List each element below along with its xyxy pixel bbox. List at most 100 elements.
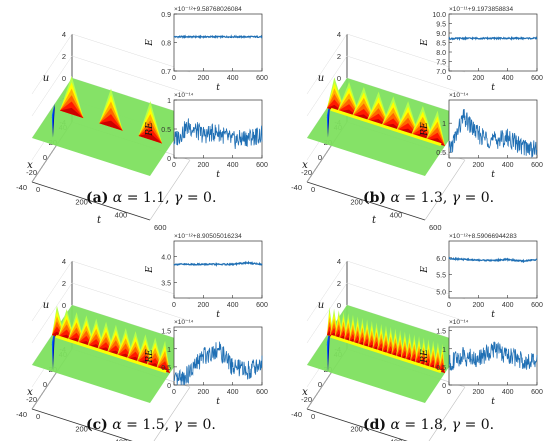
- surface-peak: [438, 367, 445, 373]
- energy-plot-b-xtick-label: 200: [472, 75, 484, 82]
- surface-z-tick: 4: [337, 30, 341, 39]
- re-plot-a: 1 0.5 00 200 400 600 t RE ×10⁻¹⁴: [145, 92, 268, 180]
- re-plot-c-ytick-label: 1: [167, 347, 171, 354]
- energy-plot-b-ytick-label: 7.0: [436, 69, 446, 76]
- surface-t-tick: 400: [390, 437, 403, 441]
- energy-plot-c-xtick-label: 600: [256, 302, 268, 309]
- surface-z-tick: 0: [337, 74, 341, 83]
- caption-b-eq2: = 0.: [460, 190, 495, 206]
- energy-plot-b-ytick-label: 9.0: [436, 31, 446, 38]
- surface-t-tick: 0: [36, 412, 40, 421]
- re-plot-d-xlabel: t: [491, 397, 495, 407]
- surface-t-tick: 0: [311, 412, 315, 421]
- energy-plot-d-ylabel: E: [420, 266, 430, 274]
- energy-plot-b-ytick-label: 10.0: [432, 12, 446, 19]
- caption-a-tag: (a): [86, 190, 109, 206]
- energy-plot-d-xtick-label: 400: [502, 302, 514, 309]
- surface-x-tick: -40: [291, 183, 302, 192]
- energy-plot-d-xtick-label: 0: [447, 302, 451, 309]
- surface-gridline: [346, 33, 466, 73]
- energy-plot-a-ytick-label: 0.8: [161, 41, 171, 48]
- re-plot-d-series: [448, 341, 538, 371]
- re-plot-c-xtick-label: 400: [227, 389, 239, 396]
- surface-gridline: [71, 33, 191, 73]
- energy-plot-b-frame: [448, 13, 538, 72]
- energy-plot-b-ytick-label: 8.5: [436, 41, 446, 48]
- surface-z-label: u: [318, 73, 324, 84]
- re-plot-a-exponent: ×10⁻¹⁴: [174, 92, 194, 99]
- re-plot-a-xtick-label: 600: [256, 162, 268, 169]
- energy-plot-b-xlabel: t: [491, 83, 495, 93]
- surface-gridline: [31, 260, 73, 322]
- energy-plot-c-xlabel: t: [216, 310, 220, 320]
- surface-z-tick: 4: [62, 257, 66, 266]
- re-plot-d-ytick-label: 0: [442, 383, 446, 390]
- surface-box-line: [428, 386, 466, 441]
- re-plot-d-xtick-label: 200: [472, 389, 484, 396]
- energy-plot-a-ytick-label: 0.7: [161, 69, 171, 76]
- surface-x-tick: 0: [43, 380, 47, 389]
- re-plot-b-xtick-label: 400: [502, 162, 514, 169]
- re-plot-a-ytick-label: 0: [167, 156, 171, 163]
- re-plot-a-xtick-label: 0: [172, 162, 176, 169]
- surface-gridline: [71, 260, 191, 300]
- re-plot-a-ytick-label: 0.5: [161, 127, 171, 134]
- caption-c-alpha: α: [112, 417, 122, 433]
- caption-b-alpha: α: [390, 190, 400, 206]
- panel-b: 420-2-440200-20-400200400600uxt10.09.59.…: [291, 6, 543, 232]
- energy-plot-d-frame: [448, 240, 538, 299]
- caption-d-tag: (d): [363, 417, 387, 433]
- energy-plot-b-series: [448, 35, 538, 41]
- surface-ridge: [330, 107, 442, 147]
- caption-d-alpha: α: [390, 417, 400, 433]
- energy-plot-c-ytick-label: 4.0: [161, 255, 171, 262]
- surface-trough-highlight: [326, 105, 329, 133]
- energy-plot-b-ylabel: E: [420, 39, 430, 47]
- energy-plot-c-frame: [173, 240, 263, 299]
- surface-box-line: [424, 159, 466, 221]
- surface-gridline: [306, 282, 348, 344]
- energy-plot-b-ytick-label: 8.0: [436, 50, 446, 57]
- surface-ridge: [330, 334, 442, 374]
- energy-plot-b-ytick-label: 9.5: [436, 22, 446, 29]
- re-plot-a-xtick-label: 200: [197, 162, 209, 169]
- caption-b-gamma: γ: [451, 190, 461, 206]
- energy-plot-b-ytick-label: 7.5: [436, 60, 446, 67]
- re-plot-c-xtick-label: 0: [172, 389, 176, 396]
- surface-peak: [138, 133, 163, 144]
- surface-gridline: [71, 55, 191, 95]
- energy-plot-a-series: [173, 34, 263, 40]
- surface-x-tick: -20: [26, 168, 37, 177]
- energy-plot-b-exponent: ×10⁻¹¹+9.1973858834: [449, 6, 514, 13]
- surface-t-tick: 600: [154, 223, 167, 232]
- re-plot-b-xtick-label: 600: [531, 162, 543, 169]
- surface-peak: [99, 120, 123, 131]
- re-plot-a-xlabel: t: [216, 170, 220, 180]
- energy-plot-d-ytick-label: 5.0: [436, 289, 446, 296]
- surface-x-tick: -20: [26, 395, 37, 404]
- re-plot-a-xtick-label: 400: [227, 162, 239, 169]
- surface-z-tick: 2: [337, 279, 341, 288]
- surface-gridline: [31, 33, 73, 95]
- surface-gridline: [31, 55, 73, 117]
- re-plot-c-ytick-label: 1.5: [161, 329, 171, 336]
- surface-z-tick: 4: [62, 30, 66, 39]
- energy-plot-b-xtick-label: 600: [531, 75, 543, 82]
- re-plot-c-ytick-label: 0.5: [161, 365, 171, 372]
- energy-plot-c-xtick-label: 400: [227, 302, 239, 309]
- energy-plot-a-xtick-label: 400: [227, 75, 239, 82]
- surface-x-tick: -20: [301, 395, 312, 404]
- energy-plot-c-exponent: ×10⁻¹²+8.90505016234: [174, 233, 242, 240]
- energy-plot-b-xtick-label: 400: [502, 75, 514, 82]
- surface-z-label: u: [43, 300, 49, 311]
- re-plot-d: 1.5 1 0.5 00 200 400 600 t RE ×10⁻¹⁴: [420, 319, 543, 407]
- surface-t-label: t: [97, 215, 102, 226]
- surface-t-tick: 400: [390, 210, 403, 219]
- re-plot-b-ytick-label: 0.5: [436, 150, 446, 157]
- caption-c-eq1: = 1.5,: [121, 417, 174, 433]
- surface-gridline: [346, 282, 466, 322]
- surface-trough-highlight: [326, 332, 329, 366]
- re-plot-b: 1 0.50 200 400 600 t RE ×10⁻¹⁴: [420, 92, 543, 180]
